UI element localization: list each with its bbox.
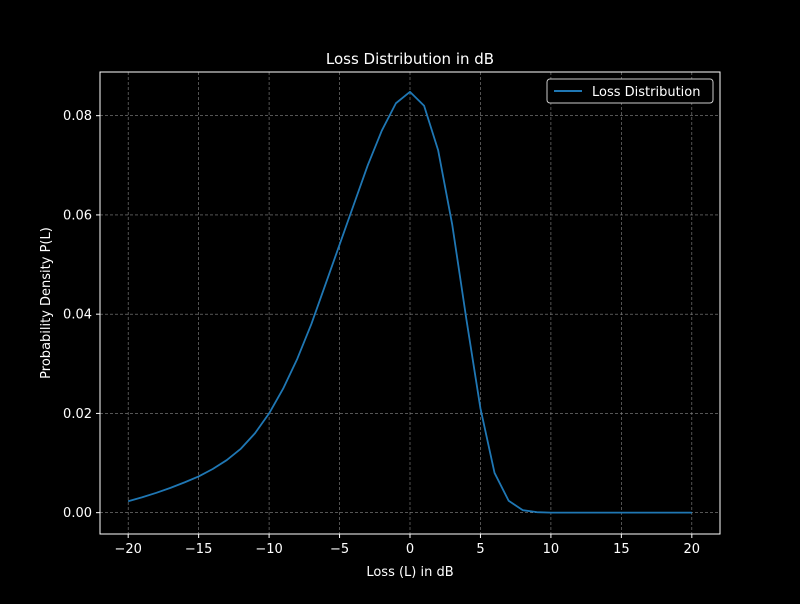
y-tick-label: 0.06 — [63, 208, 92, 223]
legend-box — [546, 78, 714, 104]
x-tick-label: −15 — [185, 542, 212, 557]
x-tick-label: 0 — [406, 542, 414, 557]
grid-lines — [100, 72, 720, 534]
x-tick-label: 15 — [613, 542, 630, 557]
chart-title: Loss Distribution in dB — [326, 50, 494, 68]
plot-area — [127, 90, 692, 514]
x-axis-label: Loss (L) in dB — [366, 565, 453, 580]
x-tick-label: 10 — [543, 542, 560, 557]
x-tick-label: 20 — [684, 542, 701, 557]
legend-label: Loss Distribution — [592, 85, 701, 100]
y-tick-label: 0.00 — [63, 506, 92, 521]
y-axis-label: Probability Density P(L) — [39, 227, 54, 379]
x-tick-label: −10 — [255, 542, 282, 557]
x-tick-label: −5 — [330, 542, 349, 557]
y-tick-label: 0.08 — [63, 109, 92, 124]
legend: Loss Distribution — [546, 78, 714, 104]
x-tick-label: −20 — [114, 542, 141, 557]
series-line — [127, 90, 692, 514]
y-tick-label: 0.02 — [63, 407, 92, 422]
x-tick-label: 5 — [476, 542, 484, 557]
axis-ticks: −20 −15 −10 −5 0 5 10 15 20 0.00 0.02 0.04 0.06 0.08 — [63, 109, 700, 557]
y-tick-label: 0.04 — [63, 308, 92, 323]
